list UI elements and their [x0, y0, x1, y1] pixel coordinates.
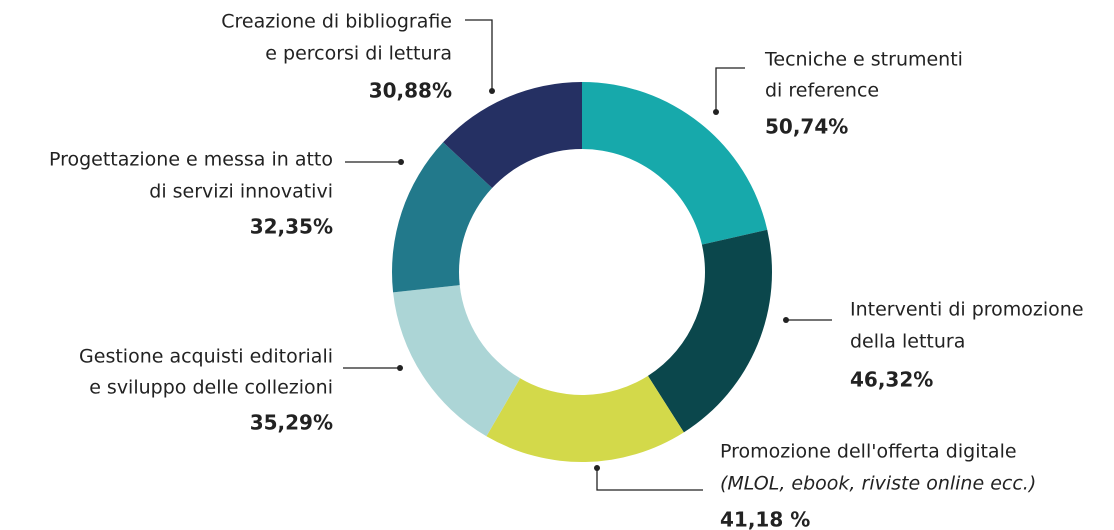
- category-label: di reference: [765, 80, 879, 102]
- value-label: 46,32%: [850, 368, 933, 392]
- category-label: Creazione di bibliografie: [221, 11, 452, 33]
- value-label: 35,29%: [250, 411, 333, 435]
- leader-dot: [713, 109, 719, 115]
- donut-segment: [443, 82, 582, 189]
- donut-segment: [582, 82, 768, 245]
- category-label: Gestione acquisti editoriali: [79, 346, 333, 368]
- leader-line: [465, 19, 493, 91]
- leader-line: [715, 67, 745, 112]
- category-label: Tecniche e strumenti: [764, 49, 963, 71]
- donut-segment: [486, 375, 684, 462]
- value-label: 50,74%: [765, 115, 848, 139]
- value-label: 30,88%: [369, 79, 452, 103]
- leader-dot: [594, 465, 600, 471]
- category-label: Promozione dell'offerta digitale: [720, 441, 1017, 463]
- category-label: di servizi innovativi: [149, 181, 333, 203]
- donut-segment: [392, 142, 493, 293]
- value-label: 32,35%: [250, 215, 333, 239]
- category-label: e percorsi di lettura: [265, 43, 452, 65]
- leader-dot: [398, 159, 404, 165]
- category-label: (MLOL, ebook, riviste online ecc.): [720, 473, 1036, 495]
- donut-segment: [647, 229, 773, 433]
- category-label: Progettazione e messa in atto: [49, 149, 333, 171]
- leader-dot: [783, 317, 789, 323]
- value-label: 41,18 %: [720, 508, 810, 530]
- category-label: Interventi di promozione: [850, 299, 1084, 321]
- leader-dot: [489, 88, 495, 94]
- category-label: della lettura: [850, 331, 965, 353]
- donut-segment: [393, 285, 521, 437]
- leader-line: [596, 468, 703, 491]
- category-label: e sviluppo delle collezioni: [89, 377, 333, 399]
- leader-dot: [397, 365, 403, 371]
